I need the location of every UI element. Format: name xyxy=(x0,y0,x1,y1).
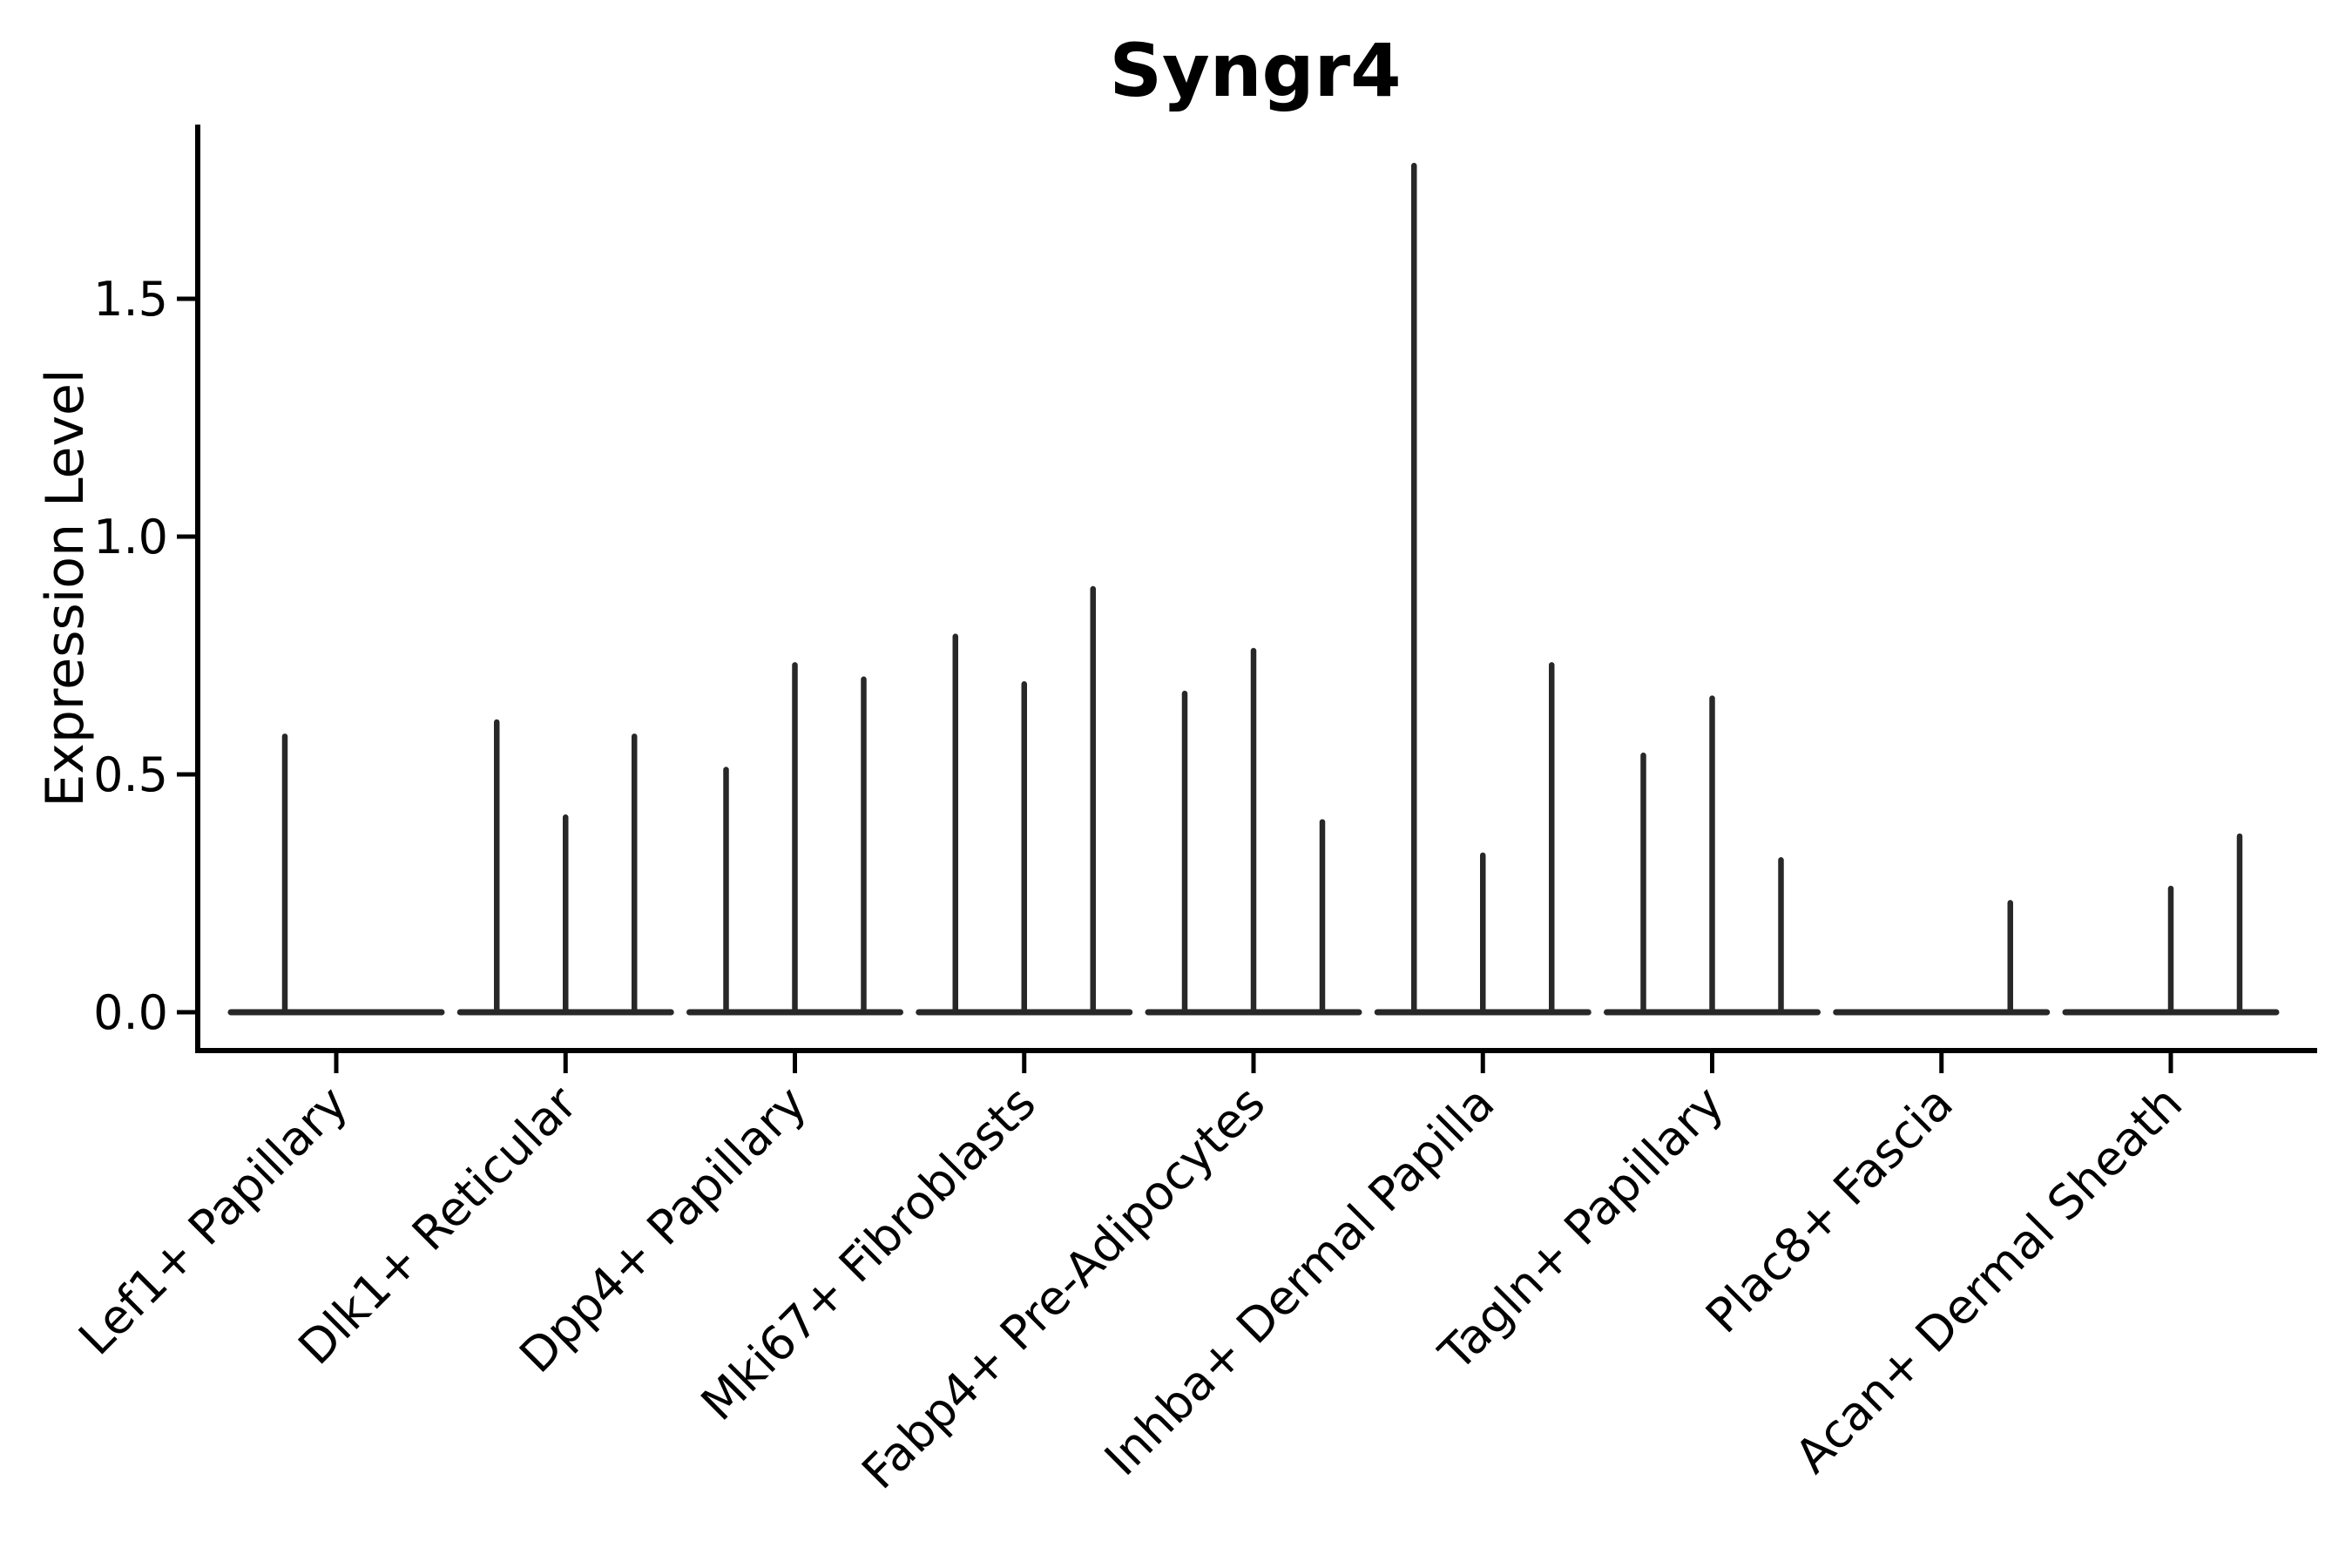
x-tick-label: Inhba+ Dermal Papilla xyxy=(1094,1076,1504,1486)
violin-group xyxy=(227,733,445,1016)
violin-group xyxy=(1374,162,1592,1016)
y-tick-label: 0.5 xyxy=(93,747,168,802)
y-tick-label: 0.0 xyxy=(93,985,168,1040)
x-tick-label: Acan+ Dermal Sheath xyxy=(1785,1076,2193,1484)
violin-group xyxy=(686,662,903,1016)
violins-layer xyxy=(227,162,2280,1016)
y-axis-label: Expression Level xyxy=(35,368,96,807)
violin-group xyxy=(456,719,674,1016)
x-tick-label: Fabp4+ Pre-Adipocytes xyxy=(851,1076,1275,1500)
y-axis-ticks: 0.0 0.5 1.0 1.5 xyxy=(93,272,198,1040)
violin-group xyxy=(2062,833,2280,1016)
violin-group xyxy=(1145,647,1362,1016)
plot-title: Syngr4 xyxy=(1109,28,1401,113)
violin-group xyxy=(1833,900,2051,1016)
y-tick-label: 1.5 xyxy=(93,272,168,327)
violin-group xyxy=(916,585,1133,1016)
x-tick-label: Plac8+ Fascia xyxy=(1695,1076,1963,1344)
y-tick-label: 1.0 xyxy=(93,510,168,564)
axes-spines xyxy=(195,125,2317,1053)
violin-group xyxy=(1604,695,1821,1016)
